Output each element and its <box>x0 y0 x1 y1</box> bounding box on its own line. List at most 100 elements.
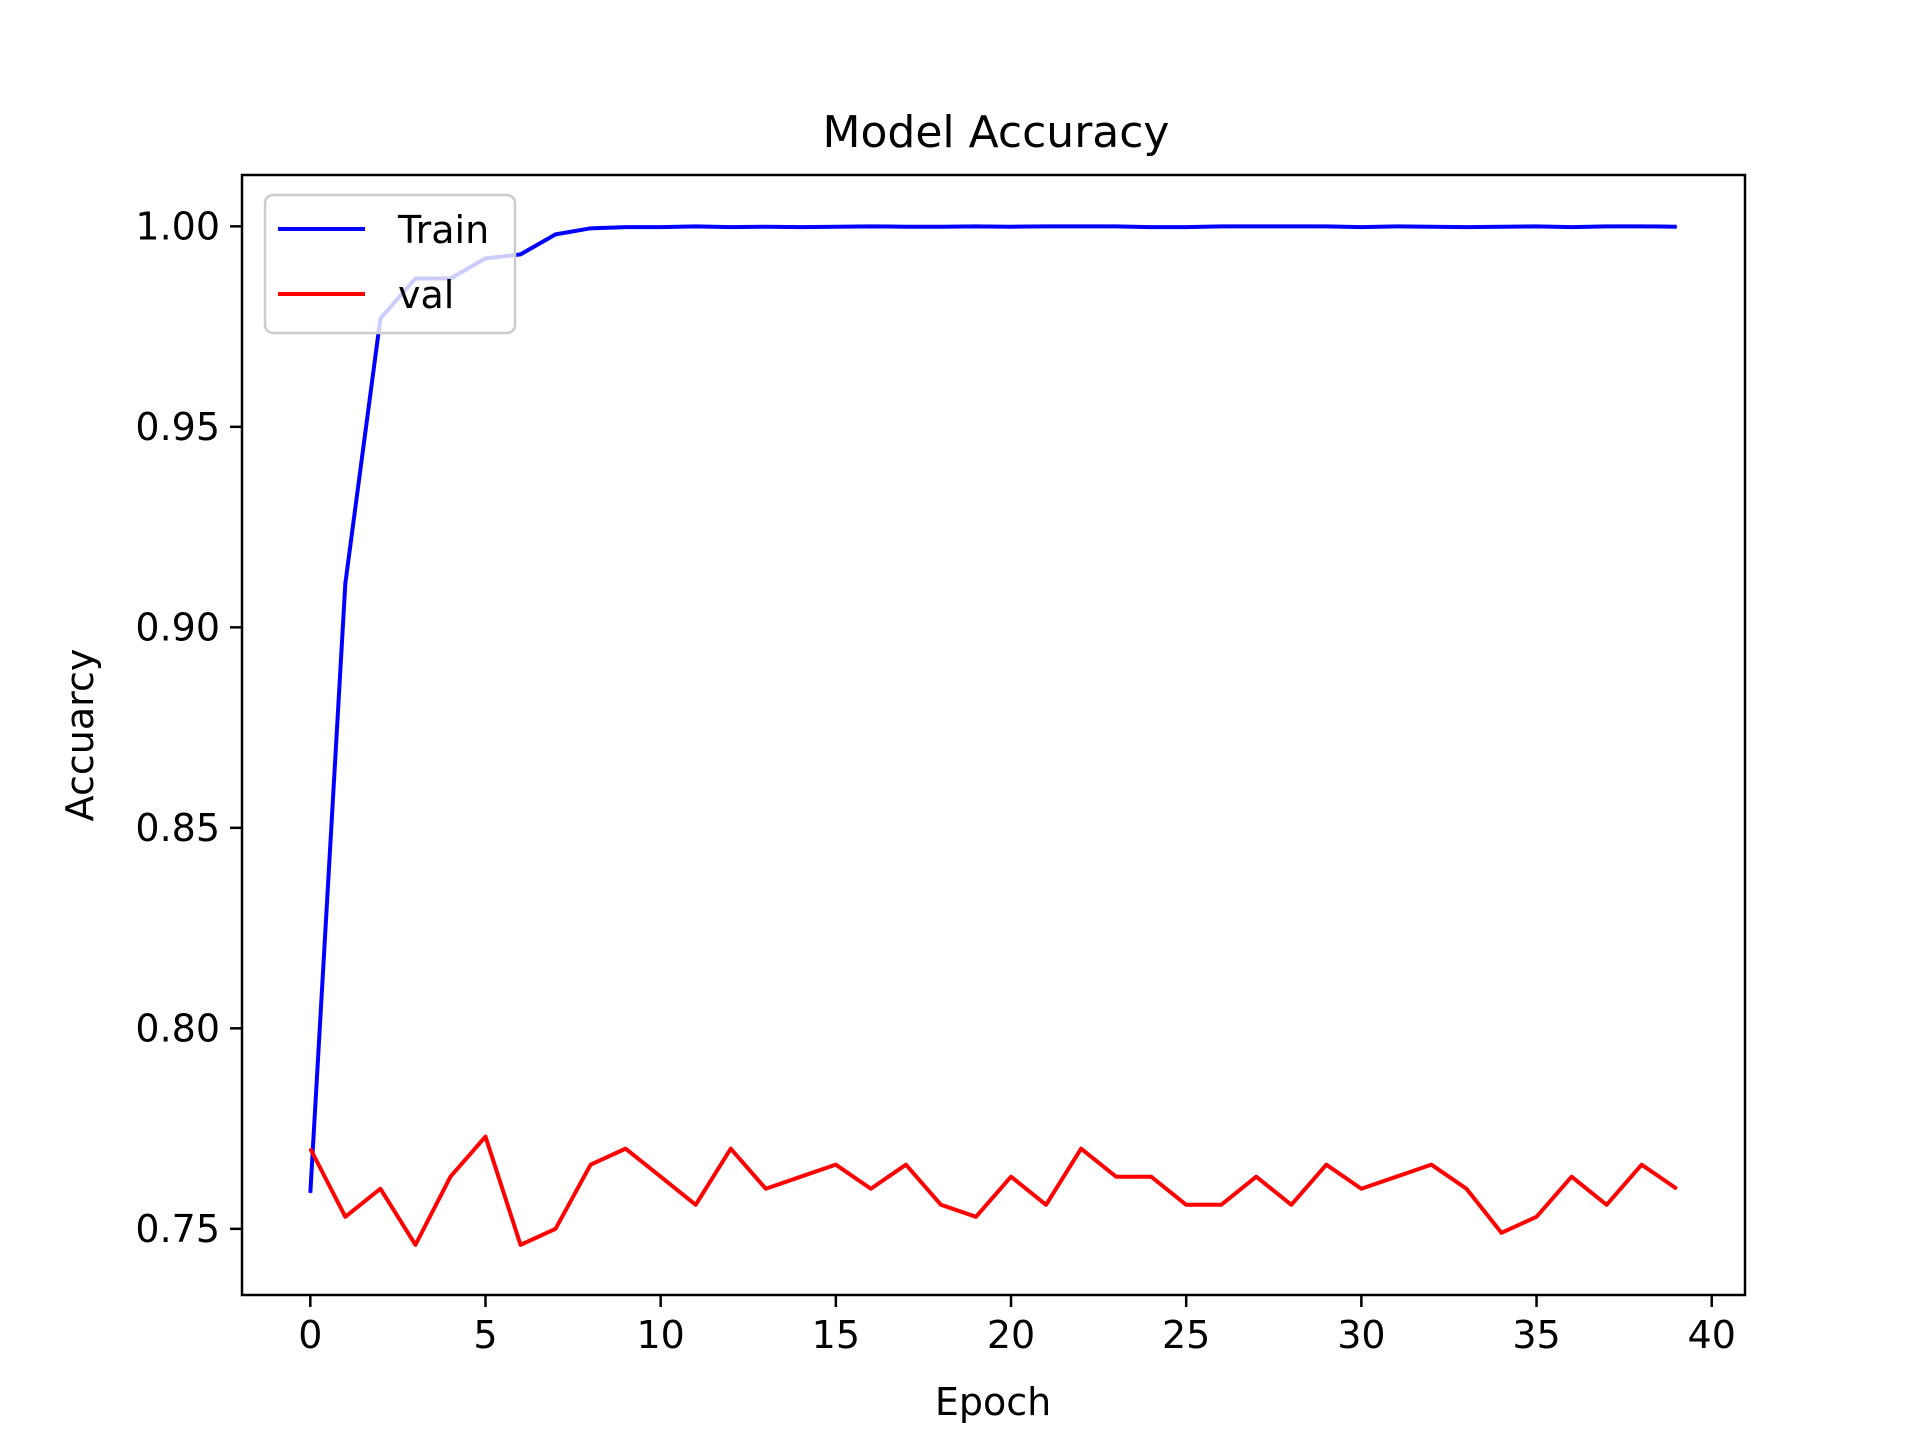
data-point-train <box>1185 226 1187 228</box>
x-tick-label: 20 <box>987 1313 1035 1357</box>
x-tick-label: 15 <box>812 1313 860 1357</box>
data-point-val <box>800 1176 802 1178</box>
x-tick-label: 0 <box>298 1313 322 1357</box>
data-point-val <box>309 1148 311 1150</box>
data-point-val <box>449 1176 452 1178</box>
x-tick-label: 40 <box>1688 1313 1736 1357</box>
axes-frame <box>240 173 1747 1297</box>
data-point-train <box>765 226 767 228</box>
data-point-val <box>765 1188 767 1190</box>
data-point-train <box>309 1192 311 1194</box>
x-tick-label: 35 <box>1512 1313 1560 1357</box>
data-point-train <box>625 226 627 228</box>
data-point-train <box>905 226 907 228</box>
data-point-train <box>589 227 592 229</box>
data-point-train <box>1045 225 1047 227</box>
data-point-train <box>695 225 697 227</box>
data-point-val <box>1010 1176 1012 1178</box>
data-point-val <box>484 1136 487 1138</box>
data-point-train <box>1150 226 1152 228</box>
x-tick-label: 5 <box>473 1313 497 1357</box>
data-point-val <box>1255 1176 1257 1178</box>
legend: Train val <box>263 193 517 335</box>
data-point-train <box>1570 226 1573 228</box>
data-point-val <box>1676 1188 1678 1190</box>
series-line-train <box>308 224 1677 1193</box>
data-point-val <box>730 1148 732 1150</box>
data-point-train <box>1255 225 1257 227</box>
data-point-val <box>1570 1176 1573 1178</box>
data-point-train <box>1080 225 1082 227</box>
data-point-train <box>1220 225 1222 227</box>
data-point-val <box>1325 1164 1327 1166</box>
data-point-val <box>660 1176 662 1178</box>
data-point-train <box>835 226 837 228</box>
y-tick-label: 0.95 <box>135 405 220 449</box>
data-point-val <box>1641 1164 1643 1166</box>
y-tick-label: 0.85 <box>135 806 220 850</box>
data-point-val <box>1290 1204 1292 1206</box>
y-tick-label: 0.80 <box>135 1006 220 1050</box>
plot-area <box>240 173 1747 1297</box>
data-point-val <box>835 1164 837 1166</box>
x-tick-label: 10 <box>636 1313 684 1357</box>
data-point-val <box>1220 1204 1222 1206</box>
data-point-train <box>1606 225 1608 227</box>
data-point-val <box>1115 1176 1117 1178</box>
data-point-val <box>1535 1216 1538 1218</box>
data-point-train <box>1641 225 1643 227</box>
data-point-val <box>344 1216 346 1218</box>
data-point-train <box>1395 225 1398 227</box>
data-point-train <box>1430 226 1433 228</box>
data-point-train <box>554 233 557 235</box>
x-axis-ticks: 0 5 10 15 20 25 30 35 40 <box>298 1295 1736 1357</box>
data-point-val <box>554 1228 557 1230</box>
data-point-val <box>1395 1176 1398 1178</box>
data-point-val <box>695 1204 697 1206</box>
data-point-val <box>1150 1176 1152 1178</box>
data-point-train <box>940 226 942 228</box>
series-layer <box>308 224 1678 1247</box>
y-axis-label: Accuarcy <box>58 649 102 822</box>
legend-label-val: val <box>398 273 454 317</box>
data-point-val <box>870 1188 872 1190</box>
y-axis-ticks: 0.75 0.80 0.85 0.90 0.95 1.00 <box>135 204 242 1251</box>
data-point-train <box>1010 226 1012 228</box>
data-point-val <box>1080 1148 1082 1150</box>
data-point-val <box>1465 1188 1468 1190</box>
data-point-train <box>1465 226 1468 228</box>
data-point-val <box>589 1164 592 1166</box>
data-point-train <box>344 582 346 584</box>
x-tick-label: 30 <box>1337 1313 1385 1357</box>
data-point-val <box>379 1188 381 1190</box>
data-point-train <box>519 253 522 255</box>
data-point-train <box>1360 226 1362 228</box>
data-point-val <box>975 1216 977 1218</box>
data-point-val <box>414 1244 417 1246</box>
legend-label-train: Train <box>397 208 489 252</box>
data-point-val <box>1045 1204 1047 1206</box>
data-point-train <box>1676 226 1678 228</box>
series-line-val <box>308 1134 1678 1247</box>
data-point-val <box>905 1164 907 1166</box>
y-tick-label: 0.90 <box>135 605 220 649</box>
data-point-val <box>1500 1232 1503 1234</box>
x-tick-label: 25 <box>1162 1313 1210 1357</box>
data-point-val <box>1430 1164 1433 1166</box>
data-point-train <box>975 225 977 227</box>
data-point-val <box>940 1204 942 1206</box>
chart-title: Model Accuracy <box>823 107 1170 158</box>
x-axis-label: Epoch <box>935 1380 1051 1424</box>
data-point-train <box>660 226 662 228</box>
data-point-train <box>1115 225 1117 227</box>
data-point-val <box>1360 1188 1362 1190</box>
data-point-train <box>870 225 872 227</box>
y-tick-label: 0.75 <box>135 1207 220 1251</box>
data-point-val <box>1606 1204 1608 1206</box>
data-point-val <box>625 1148 627 1150</box>
data-point-train <box>1290 225 1292 227</box>
data-point-train <box>800 226 802 228</box>
data-point-train <box>1535 225 1538 227</box>
data-point-val <box>519 1244 522 1246</box>
